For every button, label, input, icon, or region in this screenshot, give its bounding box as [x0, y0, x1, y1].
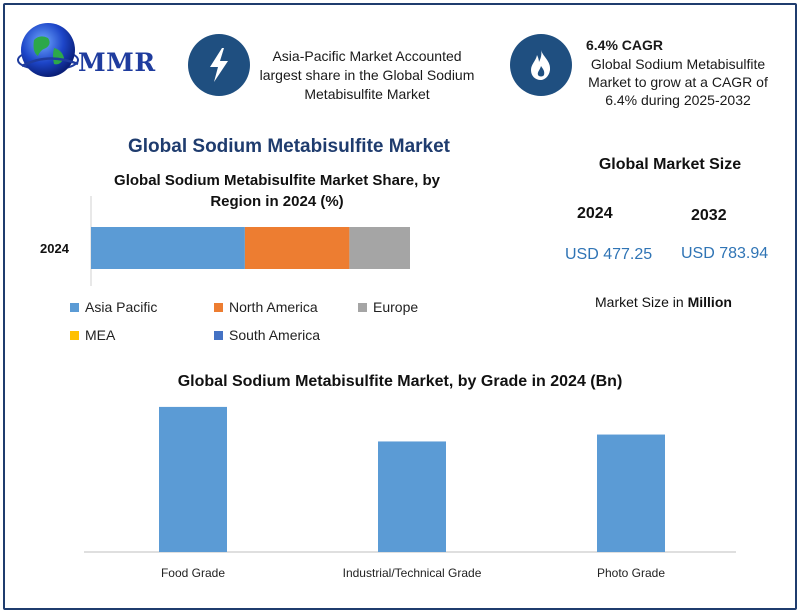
- globe-icon: [17, 23, 79, 77]
- region-chart-title: Global Sodium Metabisulfite Market Share…: [114, 172, 440, 210]
- grade-chart-title: Global Sodium Metabisulfite Market, by G…: [177, 373, 623, 390]
- x-tick-label: Industrial/Technical Grade: [342, 566, 482, 580]
- flame-icon: [510, 34, 572, 96]
- cagr-description: Global Sodium Metabisulfite Market to gr…: [588, 56, 768, 108]
- legend-label: Asia Pacific: [85, 299, 158, 315]
- asia-pacific-highlight: Asia-Pacific Market Accounted largest sh…: [259, 48, 475, 102]
- outer-frame: [3, 3, 797, 610]
- legend-swatch: [214, 302, 223, 312]
- logo-text: MMR: [78, 48, 156, 77]
- legend-item-south-america: South America: [214, 327, 320, 343]
- region-stacked-bar-chart: [90, 196, 410, 286]
- lightning-icon: [188, 34, 250, 96]
- main-title: Global Sodium Metabisulfite Market: [128, 136, 450, 157]
- bar-segment-europe: [349, 227, 410, 269]
- legend-label: Europe: [373, 299, 419, 315]
- legend-label: MEA: [85, 327, 116, 343]
- mmr-logo: [14, 18, 174, 88]
- market-size-value-2032: USD 783.94: [681, 245, 769, 262]
- market-size-year-2032: 2032: [691, 207, 727, 224]
- x-tick-label: Food Grade: [160, 566, 226, 580]
- legend-label: South America: [229, 327, 321, 343]
- market-size-title: Global Market Size: [598, 156, 742, 173]
- bar-industrial-technical-grade: [378, 441, 446, 552]
- legend-item-mea: MEA: [70, 327, 115, 343]
- legend-item-north-america: North America: [214, 299, 318, 315]
- legend-swatch: [214, 330, 223, 340]
- market-size-year-2024: 2024: [577, 205, 613, 222]
- bar-food-grade: [159, 406, 227, 552]
- bar-segment-asia-pacific: [91, 227, 245, 269]
- market-size-unit: Market Size in Million: [595, 294, 732, 310]
- legend-swatch: [70, 330, 79, 340]
- region-chart-category-label: 2024: [40, 241, 69, 256]
- legend-item-europe: Europe: [358, 299, 418, 315]
- grade-bar-chart: [84, 406, 736, 553]
- cagr-title: 6.4% CAGR: [586, 37, 664, 53]
- legend-swatch: [358, 302, 367, 312]
- legend-swatch: [70, 302, 79, 312]
- unit-prefix: Market Size in: [595, 294, 684, 310]
- x-tick-label: Photo Grade: [596, 566, 666, 580]
- bar-segment-north-america: [244, 227, 350, 269]
- bar-photo-grade: [597, 434, 665, 552]
- legend-label: North America: [229, 299, 318, 315]
- unit-bold: Million: [687, 294, 732, 310]
- market-size-value-2024: USD 477.25: [565, 246, 653, 263]
- legend-item-asia-pacific: Asia Pacific: [70, 299, 157, 315]
